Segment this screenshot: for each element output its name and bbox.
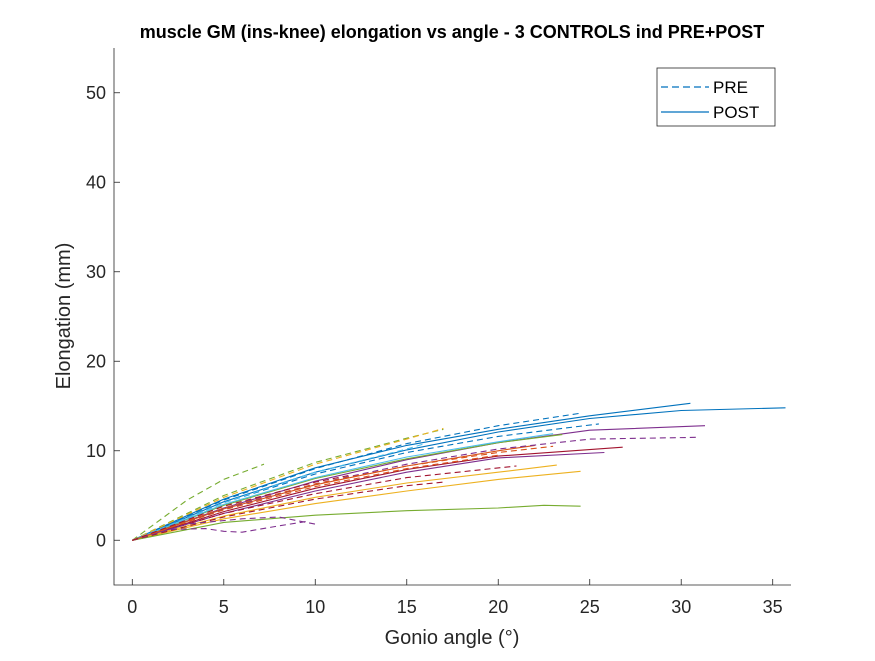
- x-tick-label: 15: [397, 597, 417, 617]
- series-line-1: [132, 407, 786, 541]
- series-line-6: [132, 470, 581, 541]
- legend-box: [656, 67, 776, 127]
- series-line-24: [132, 454, 499, 541]
- series-line-10: [132, 433, 554, 541]
- series-line-9: [132, 434, 563, 541]
- x-tick-label: 25: [580, 597, 600, 617]
- y-tick-label: 10: [86, 441, 106, 461]
- series-line-20: [131, 463, 265, 541]
- y-tick-label: 30: [86, 262, 106, 282]
- series-line-22: [132, 427, 444, 541]
- x-axis-ticks: 0 5 10 15 20 25 30 35: [127, 579, 783, 617]
- y-axis-label: Elongation (mm): [53, 243, 75, 390]
- y-tick-label: 50: [86, 83, 106, 103]
- axes-box: [113, 48, 791, 586]
- series-line-25: [132, 474, 353, 541]
- x-tick-label: 5: [219, 597, 229, 617]
- series-line-23: [132, 443, 426, 541]
- y-tick-label: 40: [86, 172, 106, 192]
- chart-title: muscle GM (ins-knee) elongation vs angle…: [140, 22, 765, 42]
- series-line-15: [132, 445, 554, 541]
- series-line-16: [132, 465, 517, 541]
- series-line-14: [132, 436, 700, 541]
- legend: PRE POST: [656, 67, 776, 127]
- series-line-19: [132, 516, 316, 541]
- series-line-5: [132, 451, 605, 541]
- x-tick-label: 35: [763, 597, 783, 617]
- plot-area: [114, 48, 791, 585]
- series-line-17: [132, 481, 444, 541]
- series-line-7: [132, 464, 557, 541]
- x-tick-label: 30: [671, 597, 691, 617]
- x-tick-label: 20: [488, 597, 508, 617]
- series-line-3: [132, 425, 706, 541]
- series-layer: [131, 402, 786, 541]
- series-line-12: [132, 412, 581, 541]
- legend-post-label: POST: [713, 103, 759, 122]
- series-line-4: [132, 446, 623, 541]
- y-tick-label: 0: [96, 530, 106, 550]
- y-axis-ticks: 0 10 20 30 40 50: [86, 83, 120, 550]
- y-tick-label: 20: [86, 351, 106, 371]
- series-line-2: [132, 402, 691, 541]
- series-line-8: [132, 504, 581, 541]
- x-tick-label: 10: [305, 597, 325, 617]
- x-tick-label: 0: [127, 597, 137, 617]
- x-axis-label: Gonio angle (°): [385, 627, 520, 649]
- legend-pre-label: PRE: [713, 78, 748, 97]
- series-line-18: [132, 520, 307, 541]
